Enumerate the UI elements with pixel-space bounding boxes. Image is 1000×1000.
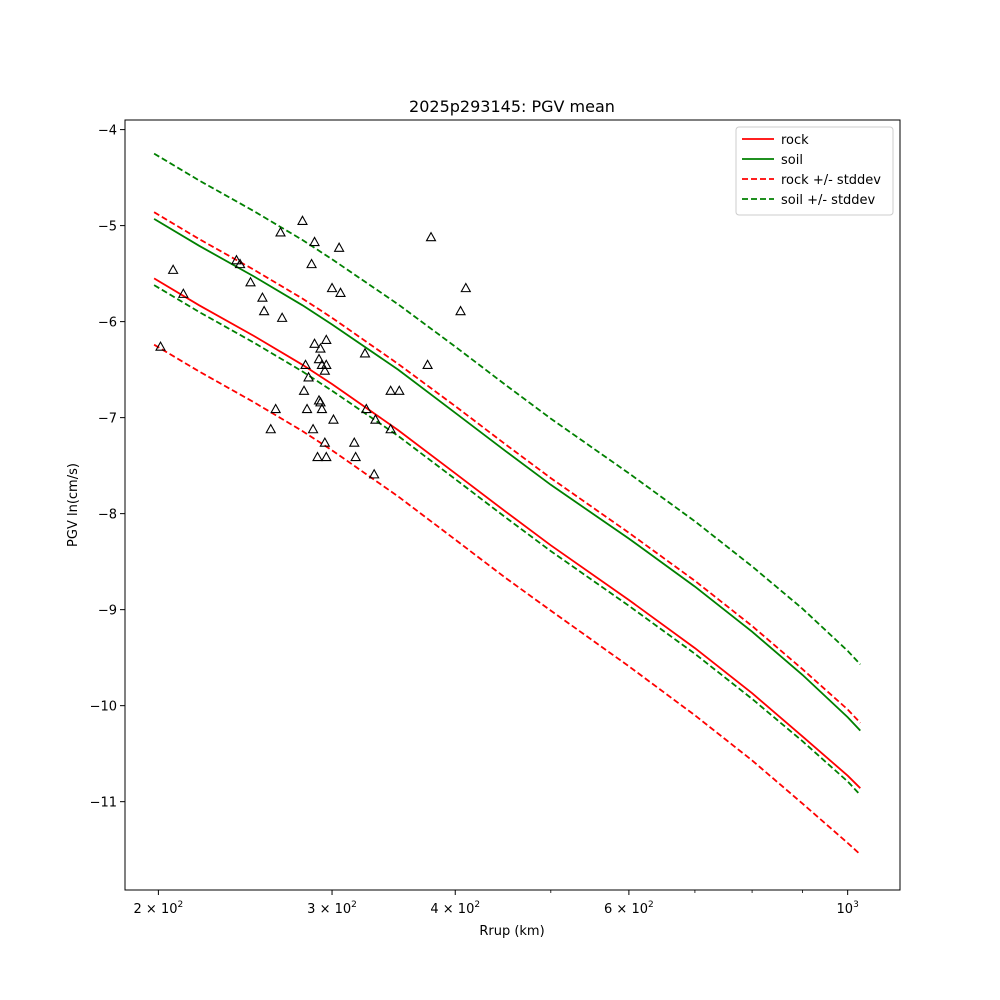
observation-point bbox=[315, 396, 326, 407]
x-tick-label: 6 × 102 bbox=[604, 900, 654, 917]
x-axis-label: Rrup (km) bbox=[479, 924, 544, 939]
observation-points bbox=[155, 215, 472, 479]
plot-frame bbox=[124, 119, 901, 891]
observation-point bbox=[312, 451, 323, 462]
series-line-4 bbox=[153, 152, 861, 666]
series-line-3 bbox=[153, 343, 861, 856]
observation-point bbox=[315, 342, 326, 353]
observation-point bbox=[245, 276, 256, 287]
observation-point bbox=[177, 288, 189, 298]
x-tick-label: 4 × 102 bbox=[430, 900, 480, 917]
observation-point bbox=[300, 359, 311, 369]
y-tick-label: −4 bbox=[98, 124, 117, 139]
observation-point bbox=[460, 282, 472, 293]
y-tick-label: −5 bbox=[98, 220, 117, 235]
observation-point bbox=[309, 338, 320, 348]
observation-point bbox=[320, 334, 332, 345]
observation-point bbox=[265, 423, 277, 434]
observation-point bbox=[313, 353, 325, 364]
observation-point bbox=[455, 305, 466, 316]
observation-point bbox=[276, 312, 288, 322]
x-axis: 2 × 102 3 × 102 4 × 102 6 × 102 103 bbox=[134, 890, 859, 917]
observation-point bbox=[326, 282, 338, 293]
observation-point bbox=[303, 371, 314, 382]
y-tick-label: −7 bbox=[98, 412, 117, 427]
series-line-1 bbox=[153, 218, 861, 732]
series-line-5 bbox=[153, 284, 861, 796]
observation-point bbox=[350, 451, 362, 462]
observation-point bbox=[297, 215, 308, 225]
observation-point bbox=[234, 258, 246, 269]
observation-point bbox=[425, 231, 437, 242]
x-tick-label: 3 × 102 bbox=[307, 900, 357, 917]
observation-point bbox=[370, 413, 381, 424]
series-line-2 bbox=[153, 211, 861, 724]
observation-point bbox=[385, 423, 397, 434]
observation-point bbox=[309, 236, 320, 247]
observation-point bbox=[155, 340, 166, 351]
y-tick-label: −10 bbox=[90, 700, 117, 715]
y-tick-label: −6 bbox=[98, 316, 117, 331]
y-tick-label: −11 bbox=[90, 796, 117, 811]
observation-point bbox=[422, 359, 434, 369]
legend-label: soil +/- stddev bbox=[781, 193, 876, 208]
observation-point bbox=[298, 385, 310, 395]
observation-point bbox=[393, 385, 405, 395]
observation-point bbox=[328, 413, 339, 424]
observation-point bbox=[167, 264, 179, 274]
observation-point bbox=[256, 291, 268, 302]
observation-point bbox=[319, 364, 331, 375]
observation-point bbox=[385, 385, 397, 395]
y-tick-label: −9 bbox=[98, 604, 117, 619]
x-tick-label: 103 bbox=[837, 900, 859, 917]
series-line-0 bbox=[153, 277, 861, 789]
observation-point bbox=[231, 254, 242, 265]
y-axis-label: PGV ln(cm/s) bbox=[66, 463, 81, 547]
observation-point bbox=[333, 242, 345, 252]
observation-point bbox=[348, 436, 360, 447]
y-tick-label: −8 bbox=[98, 508, 117, 523]
observation-point bbox=[270, 403, 282, 414]
observation-point bbox=[368, 468, 380, 479]
observation-point bbox=[360, 403, 372, 414]
observation-point bbox=[301, 403, 313, 414]
observation-point bbox=[319, 436, 331, 447]
observation-point bbox=[320, 359, 332, 369]
legend-box bbox=[735, 126, 894, 216]
observation-point bbox=[275, 226, 286, 237]
chart-title: 2025p293145: PGV mean bbox=[409, 97, 615, 116]
observation-point bbox=[320, 451, 332, 462]
legend: rock soil rock +/- stddev soil +/- stddev bbox=[735, 126, 894, 216]
observation-point bbox=[335, 287, 346, 297]
observation-point bbox=[258, 305, 270, 316]
observation-point bbox=[359, 347, 371, 358]
observation-point bbox=[306, 258, 318, 269]
y-axis: −4 −5 −6 −7 −8 −9 −10 −11 bbox=[90, 124, 125, 811]
legend-label: rock +/- stddev bbox=[781, 173, 881, 188]
legend-label: soil bbox=[781, 153, 803, 168]
observation-point bbox=[316, 403, 328, 414]
series-layer bbox=[153, 152, 861, 856]
x-tick-label: 2 × 102 bbox=[134, 900, 184, 917]
observation-point bbox=[307, 423, 319, 434]
legend-label: rock bbox=[781, 133, 809, 148]
